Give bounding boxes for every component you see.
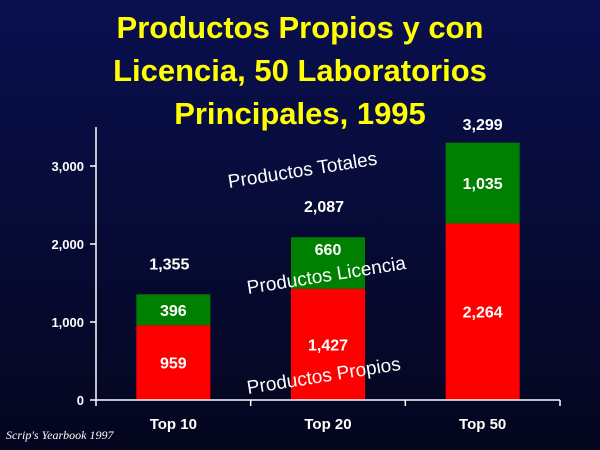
chart-title: Productos Propios y con Licencia, 50 Lab… — [0, 6, 600, 135]
annotation-productos-totales: Productos Totales — [226, 149, 378, 193]
category-label-1: Top 10 — [150, 416, 197, 433]
bar-segment-licencia-1 — [136, 294, 211, 326]
category-label-2: Top 20 — [304, 416, 351, 433]
data-label-licencia-3: 1,035 — [463, 176, 503, 193]
data-label-propios-2: 1,427 — [308, 337, 348, 354]
axes-group: 0 1,000 2,000 3,000 — [51, 127, 561, 408]
bar-segment-propios-1 — [136, 325, 211, 400]
bar-segment-propios-2 — [291, 288, 365, 400]
chart-title-line-1: Productos Propios y con — [116, 10, 484, 45]
chart-title-line-2: Licencia, 50 Laboratorios — [113, 53, 487, 88]
data-label-licencia-1: 396 — [160, 303, 187, 320]
y-tick-label-3: 3,000 — [51, 159, 84, 174]
labels-group: 959 396 1,355 Top 10 1,427 660 2,087 Top 20 2,26… — [149, 117, 506, 433]
y-tick-label-2: 2,000 — [51, 237, 84, 252]
data-label-licencia-2: 660 — [315, 242, 342, 259]
bar-segment-licencia-3 — [445, 142, 520, 224]
total-label-1: 1,355 — [149, 256, 189, 273]
total-label-3: 3,299 — [463, 117, 503, 134]
data-label-propios-1: 959 — [160, 356, 187, 373]
data-label-propios-3: 2,264 — [463, 305, 503, 322]
source-note: Scrip's Yearbook 1997 — [6, 428, 114, 442]
y-tick-label-0: 0 — [77, 393, 84, 408]
bar-segment-propios-3 — [445, 223, 520, 400]
chart-title-line-3: Principales, 1995 — [174, 96, 426, 131]
total-label-2: 2,087 — [304, 199, 344, 216]
bar-segment-licencia-2 — [291, 237, 365, 289]
y-tick-label-1: 1,000 — [51, 315, 84, 330]
bars-group — [136, 142, 520, 400]
category-label-3: Top 50 — [459, 416, 506, 433]
